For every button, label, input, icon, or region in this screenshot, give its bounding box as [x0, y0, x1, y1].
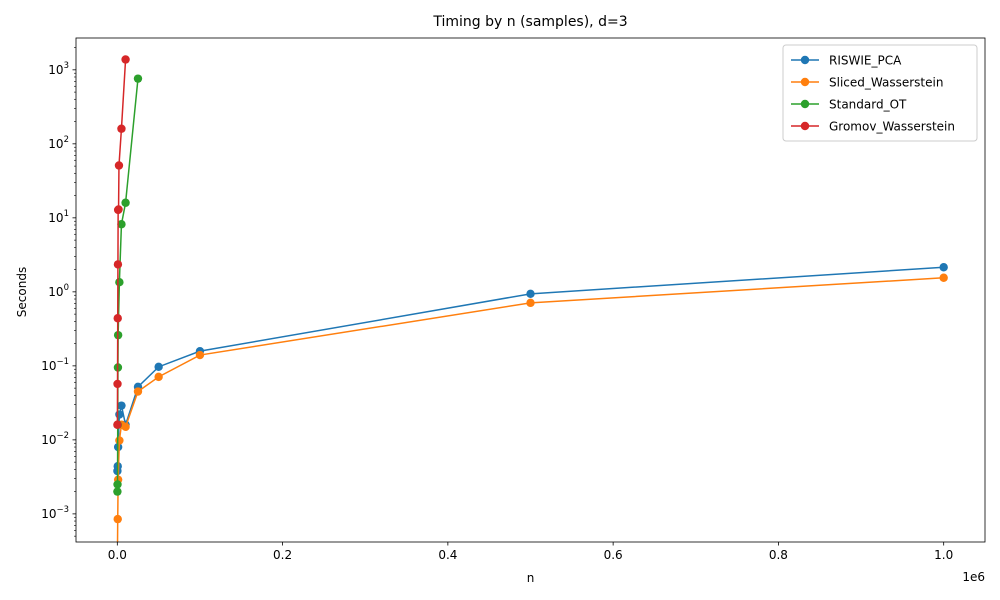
- legend-marker: [800, 99, 810, 109]
- legend-marker: [800, 77, 810, 87]
- data-point: [113, 420, 122, 429]
- data-point: [133, 387, 143, 396]
- data-point: [526, 298, 535, 308]
- data-point: [114, 205, 123, 214]
- data-point: [117, 401, 126, 410]
- x-tick-label: 1.0: [934, 548, 953, 562]
- y-axis-title: Seconds: [15, 267, 29, 317]
- data-point: [115, 410, 124, 419]
- x-axis-offset-label: 1e6: [962, 570, 985, 584]
- plot-frame: [75, 37, 986, 543]
- x-tick-label: 0.8: [769, 548, 788, 562]
- y-tick-label: 101: [48, 209, 69, 225]
- axes: 0.0 0.2 0.4 0.6 0.8 1.0 10−3 10−2 10−1 100 101 102 1…: [41, 37, 986, 562]
- y-tick-label: 102: [48, 135, 69, 151]
- data-point: [115, 436, 124, 445]
- y-tick-label: 103: [48, 61, 69, 77]
- x-tick-label: 0.6: [604, 548, 623, 562]
- data-point: [121, 422, 130, 432]
- legend-marker: [800, 55, 810, 65]
- series-Gromov_Wasserstein: [113, 55, 130, 429]
- data-point: [113, 480, 122, 489]
- data-point: [117, 220, 126, 229]
- data-point: [939, 273, 948, 282]
- y-tick-label: 100: [48, 283, 69, 299]
- x-tick-label: 0.2: [273, 548, 292, 562]
- legend-item: Standard_OT: [791, 98, 907, 112]
- legend-marker: [800, 121, 810, 131]
- data-point: [113, 379, 122, 389]
- data-point: [113, 314, 122, 323]
- data-point: [113, 260, 123, 269]
- legend-item: Sliced_Wasserstein: [791, 76, 943, 90]
- legend-label: Standard_OT: [829, 98, 907, 112]
- data-point: [115, 278, 124, 287]
- data-point: [526, 289, 535, 299]
- data-point: [113, 487, 122, 496]
- y-tick-label: 10−2: [41, 431, 69, 447]
- legend-label: RISWIE_PCA: [829, 54, 902, 68]
- y-tick-label: 10−3: [41, 505, 69, 521]
- legend-label: Gromov_Wasserstein: [829, 120, 955, 134]
- x-axis-title: n: [527, 571, 535, 585]
- legend: RISWIE_PCA Sliced_Wasserstein Standard_OT G…: [782, 44, 978, 142]
- plot-area: [113, 55, 948, 542]
- legend-label: Sliced_Wasserstein: [829, 76, 943, 90]
- y-tick-label: 10−1: [41, 357, 69, 373]
- data-point: [154, 372, 163, 382]
- x-tick-label: 0.0: [108, 548, 127, 562]
- chart-title: Timing by n (samples), d=3: [432, 14, 627, 30]
- data-point: [154, 362, 163, 372]
- data-point: [114, 161, 124, 170]
- data-point: [121, 198, 130, 207]
- data-point: [133, 74, 143, 83]
- data-point: [117, 124, 126, 133]
- data-point: [939, 263, 948, 272]
- legend-item: Gromov_Wasserstein: [791, 120, 955, 134]
- legend-item: RISWIE_PCA: [791, 54, 902, 68]
- data-point: [121, 55, 130, 64]
- data-point: [113, 514, 122, 524]
- x-tick-label: 0.4: [438, 548, 457, 562]
- legend-box: [782, 44, 978, 142]
- data-point: [195, 350, 205, 360]
